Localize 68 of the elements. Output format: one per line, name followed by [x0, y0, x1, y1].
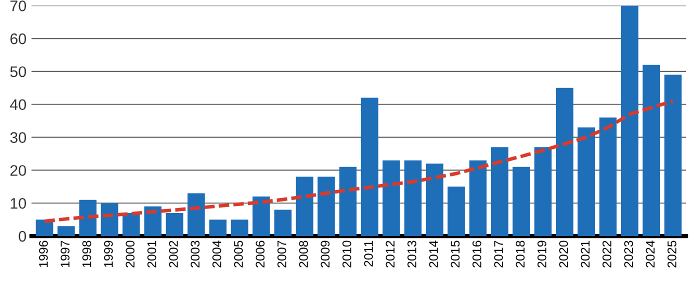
bar	[642, 64, 660, 236]
x-tick-label: 2014	[429, 240, 438, 268]
bar	[296, 176, 314, 236]
bar	[512, 166, 530, 236]
bar	[209, 220, 227, 236]
line-series	[42, 99, 675, 223]
bar	[100, 203, 118, 236]
bar	[426, 164, 444, 236]
x-tick-label: 2000	[126, 240, 135, 268]
x-tick-label: 2006	[256, 240, 265, 268]
bar	[382, 160, 400, 236]
bar	[490, 147, 508, 236]
bar	[252, 196, 270, 236]
x-tick-label: 2021	[580, 240, 590, 268]
bar	[58, 226, 75, 236]
y-tick-label: 60	[10, 33, 26, 44]
y-tick-label: 50	[10, 66, 26, 78]
y-tick-label: 10	[10, 198, 26, 209]
x-tick-label: 2017	[494, 240, 503, 268]
x-tick-label: 2011	[364, 240, 373, 266]
bar	[664, 74, 682, 236]
x-tick-label: 1999	[104, 240, 113, 268]
x-tick-label: 2023	[624, 240, 634, 268]
x-tick-label: 2024	[646, 240, 655, 268]
x-tick-label: 2022	[602, 240, 612, 268]
x-tick-label: 2016	[472, 240, 482, 268]
y-tick-label: 70	[10, 0, 26, 12]
x-tick-label: 2020	[559, 240, 568, 268]
x-tick-label: 2013	[407, 240, 416, 268]
x-tick-label: 1996	[39, 240, 48, 268]
bar	[404, 160, 422, 236]
x-tick-label: 2002	[169, 240, 178, 268]
x-tick-label: 2018	[516, 240, 525, 268]
x-tick-label: 2007	[277, 240, 286, 268]
x-tick-label: 2010	[342, 240, 352, 268]
x-tick-label: 1998	[82, 240, 92, 268]
bar	[122, 213, 140, 236]
bar	[469, 160, 487, 236]
x-tick-label: 1997	[60, 240, 70, 268]
y-tick-label: 30	[10, 132, 26, 143]
x-tick-label: 2005	[234, 240, 243, 268]
x-tick-label: 2008	[299, 240, 308, 268]
bar	[360, 98, 378, 236]
bar	[556, 88, 574, 236]
bar	[534, 147, 552, 236]
bar	[144, 206, 162, 236]
bar	[578, 127, 595, 236]
bar	[188, 193, 205, 236]
bar	[230, 220, 248, 236]
bar	[620, 6, 638, 236]
x-tick-label: 2001	[147, 240, 156, 268]
bar	[318, 176, 335, 236]
y-tick-label: 40	[10, 99, 26, 110]
y-tick-label: 0	[18, 230, 26, 242]
x-tick-label: 2003	[190, 240, 200, 268]
bar	[166, 213, 184, 236]
x-tick-label: 2025	[668, 240, 676, 268]
bar	[274, 210, 292, 236]
bar	[79, 200, 97, 236]
bar	[599, 118, 617, 236]
x-tick-label: 2004	[212, 240, 222, 268]
x-tick-label: 2015	[450, 240, 460, 268]
y-tick-label: 20	[10, 165, 26, 176]
bar	[448, 186, 465, 236]
x-tick-label: 2012	[386, 240, 395, 268]
x-tick-label: 2019	[537, 240, 546, 268]
x-tick-label: 2009	[320, 240, 330, 268]
bar	[339, 166, 357, 236]
